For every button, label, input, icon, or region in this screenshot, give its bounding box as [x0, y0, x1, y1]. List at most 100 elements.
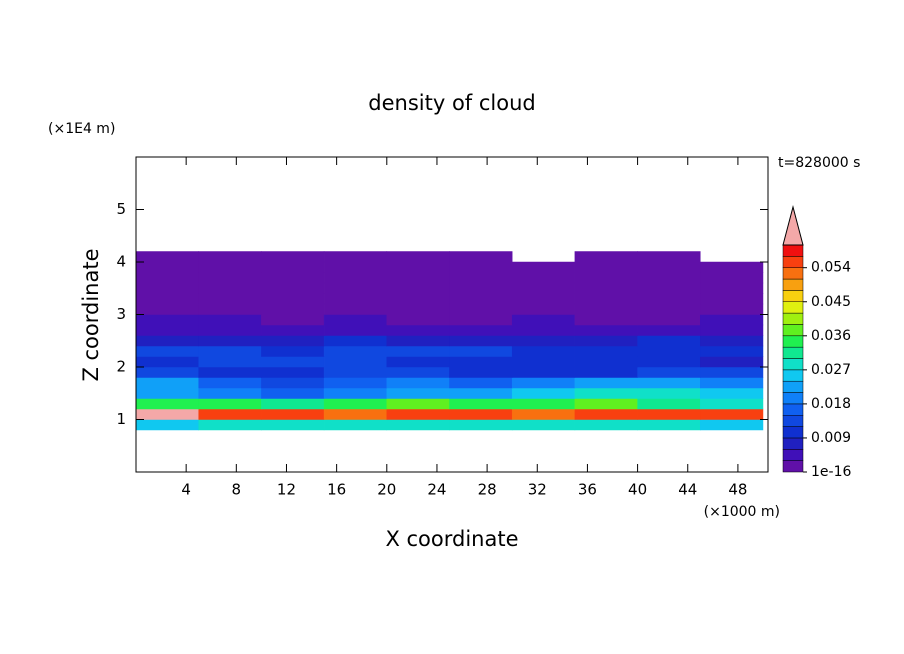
y-axis-label: Z coordinate: [79, 248, 103, 381]
colorbar-swatch: [782, 278, 804, 291]
contour-cell: [637, 251, 701, 263]
contour-cell: [198, 293, 262, 305]
contour-cell: [386, 366, 450, 378]
contour-cell: [386, 293, 450, 305]
contour-cell: [198, 408, 262, 420]
contour-cell: [449, 419, 513, 431]
colorbar-tick-label: 1e-16: [811, 464, 851, 480]
contour-cell: [700, 387, 764, 399]
contour-cell: [261, 335, 325, 347]
x-tick-label: 48: [728, 481, 747, 499]
contour-cell: [449, 303, 513, 315]
contour-cell: [637, 356, 701, 368]
contour-cell: [323, 419, 388, 431]
contour-cell: [261, 419, 325, 431]
y-tick-label: 2: [116, 358, 126, 376]
colorbar-swatch: [782, 324, 804, 337]
contour-cell: [135, 419, 199, 431]
x-tick-label: 32: [528, 481, 547, 499]
contour-cell: [449, 408, 513, 420]
contour-cell: [323, 387, 388, 399]
colorbar-swatch: [782, 301, 804, 314]
contour-cell: [449, 272, 513, 284]
contour-cell: [323, 356, 388, 368]
contour-cell: [386, 345, 450, 357]
contour-cell: [637, 303, 701, 315]
contour-cell: [637, 408, 701, 420]
contour-cell: [700, 324, 764, 336]
contour-cell: [261, 377, 325, 389]
contour-cell: [198, 419, 262, 431]
contour-cell: [574, 419, 638, 431]
contour-cell: [574, 324, 638, 336]
contour-cell: [386, 419, 450, 431]
y-tick-label: 5: [116, 200, 126, 218]
x-tick-label: 24: [427, 481, 446, 499]
contour-cell: [135, 335, 199, 347]
contour-cell: [700, 366, 764, 378]
contour-cell: [386, 387, 450, 399]
contour-cell: [700, 261, 764, 273]
contour-cell: [637, 335, 701, 347]
contour-cell: [198, 387, 262, 399]
contour-cell: [323, 314, 388, 326]
contour-cell: [261, 324, 325, 336]
colorbar-swatch: [782, 392, 804, 405]
colorbar-swatch: [782, 358, 804, 371]
colorbar-swatch: [782, 460, 804, 473]
contour-cell: [198, 356, 262, 368]
contour-cell: [637, 314, 701, 326]
contour-cell: [198, 261, 262, 273]
contour-cell: [449, 261, 513, 273]
x-tick-label: 44: [678, 481, 697, 499]
x-tick-label: 36: [578, 481, 597, 499]
contour-cell: [261, 303, 325, 315]
contour-cell: [637, 366, 701, 378]
colorbar-extend: [782, 205, 804, 246]
contour-cell: [449, 335, 513, 347]
contour-cell: [198, 251, 262, 263]
colorbar-tick-label: 0.018: [811, 396, 851, 412]
contour-cell: [323, 335, 388, 347]
contour-cell: [449, 293, 513, 305]
contour-cell: [323, 366, 388, 378]
contour-cell: [574, 356, 638, 368]
contour-cell: [574, 335, 638, 347]
x-tick-label: 20: [377, 481, 396, 499]
contour-cell: [386, 303, 450, 315]
contour-cell: [574, 272, 638, 284]
contour-cell: [511, 419, 576, 431]
contour-cell: [574, 366, 638, 378]
x-tick-label: 16: [327, 481, 346, 499]
colorbar-tick-label: 0.036: [811, 328, 851, 344]
contour-cell: [198, 314, 262, 326]
contour-cell: [637, 377, 701, 389]
contour-cell: [261, 282, 325, 294]
y-tick-label: 4: [116, 253, 126, 271]
contour-cell: [198, 335, 262, 347]
contour-cell: [700, 345, 764, 357]
contour-cell: [449, 324, 513, 336]
colorbar-swatch: [782, 437, 804, 450]
x-axis-label: X coordinate: [385, 527, 518, 551]
contour-cell: [637, 398, 701, 410]
contour-cell: [511, 356, 576, 368]
contour-cell: [135, 398, 199, 410]
contour-cell: [637, 261, 701, 273]
contour-cell: [135, 314, 199, 326]
field: [135, 251, 764, 431]
contour-cell: [449, 398, 513, 410]
contour-cell: [198, 282, 262, 294]
colorbar-tick-label: 0.045: [811, 294, 851, 310]
contour-cell: [386, 282, 450, 294]
contour-cell: [449, 314, 513, 326]
contour-cell: [511, 398, 576, 410]
contour-cell: [323, 251, 388, 263]
contour-cell: [386, 251, 450, 263]
contour-cell: [449, 377, 513, 389]
contour-cell: [323, 261, 388, 273]
y-unit: (×1E4 m): [48, 121, 115, 137]
contour-cell: [261, 387, 325, 399]
colorbar-swatch: [782, 267, 804, 280]
contour-cell: [386, 335, 450, 347]
